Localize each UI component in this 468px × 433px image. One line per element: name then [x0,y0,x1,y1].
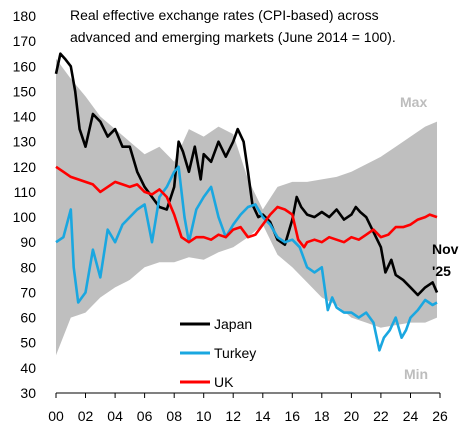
x-tick-label: 14 [255,408,271,424]
x-tick-label: 00 [48,408,64,424]
y-tick-label: 160 [13,58,37,74]
band-min-label: Min [404,366,428,382]
chart-title-line-2: advanced and emerging markets (June 2014… [70,29,396,45]
y-tick-label: 80 [20,259,36,275]
y-tick-label: 140 [13,109,37,125]
x-tick-label: 22 [373,408,389,424]
x-tick-labels: 00 02 04 06 08 10 12 14 16 18 20 22 24 26 [48,408,448,424]
y-tick-label: 100 [13,209,37,225]
y-tick-labels: 30 40 50 60 70 80 90 100 110 120 130 140 150 160 170 18… [13,8,37,401]
annotation-month: Nov [432,241,459,257]
legend: Japan Turkey UK [180,316,256,390]
x-tick-label: 26 [432,408,448,424]
x-tick-label: 02 [78,408,94,424]
legend-label-turkey: Turkey [214,345,256,361]
legend-label-uk: UK [214,374,234,390]
y-tick-label: 60 [20,310,36,326]
y-tick-label: 30 [20,385,36,401]
y-tick-label: 50 [20,335,36,351]
x-tick-label: 04 [107,408,123,424]
series-line-turkey [55,165,438,352]
y-tick-label: 170 [13,33,37,49]
y-tick-label: 70 [20,285,36,301]
y-tick-label: 90 [20,234,36,250]
legend-item-japan: Japan [180,316,252,332]
x-tick-label: 16 [285,408,301,424]
series-lines [54,52,439,352]
chart-title-line-1: Real effective exchange rates (CPI-based… [70,7,379,23]
legend-label-japan: Japan [214,316,252,332]
x-tick-label: 24 [403,408,419,424]
x-tick-label: 10 [196,408,212,424]
y-tick-label: 150 [13,83,37,99]
x-tick-label: 08 [166,408,182,424]
y-tick-label: 130 [13,134,37,150]
y-tick-label: 180 [13,8,37,24]
x-tick-label: 20 [344,408,360,424]
y-tick-label: 110 [14,184,37,200]
y-tick-label: 120 [13,159,37,175]
series-line-uk [55,165,438,249]
legend-item-turkey: Turkey [180,345,256,361]
legend-item-uk: UK [180,374,234,390]
x-tick-label: 18 [314,408,330,424]
x-tick-label: 06 [137,408,153,424]
x-tick-label: 12 [225,408,241,424]
y-tick-label: 40 [20,360,36,376]
annotation-year: '25 [432,263,451,279]
band-max-label: Max [400,94,427,110]
axes [55,392,441,398]
